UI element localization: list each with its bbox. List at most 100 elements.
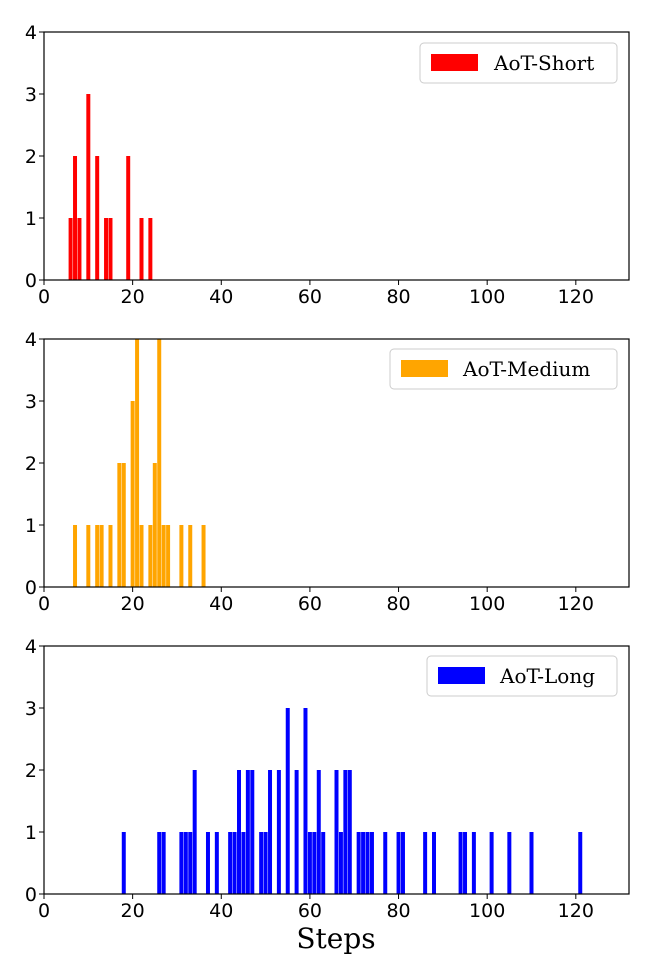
x-tick-label: 100 — [469, 286, 505, 308]
histogram-bar — [95, 525, 100, 587]
legend-box — [426, 655, 618, 697]
histogram-bar — [365, 832, 370, 894]
y-tick-label: 1 — [25, 822, 37, 844]
histogram-bar — [161, 525, 166, 587]
histogram-bar — [338, 832, 343, 894]
histogram-bar — [157, 832, 162, 894]
histogram-bar — [463, 832, 468, 894]
histogram-bar — [157, 339, 162, 587]
histogram-bar — [188, 525, 193, 587]
histogram-bar — [237, 770, 241, 894]
histogram-bar — [179, 832, 184, 894]
bars-aot-long — [121, 708, 583, 894]
histogram-bar — [99, 525, 104, 587]
y-tick-label: 4 — [25, 22, 37, 44]
histogram-bar — [383, 832, 388, 894]
histogram-bar — [73, 156, 78, 280]
histogram-bar — [245, 770, 250, 894]
x-tick-label: 40 — [209, 286, 233, 308]
histogram-bar — [423, 832, 428, 894]
histogram-bar — [77, 218, 82, 280]
y-tick-label: 3 — [25, 698, 37, 720]
histogram-bar — [126, 156, 131, 280]
histogram-bar — [316, 770, 321, 894]
x-tick-label: 0 — [38, 900, 50, 922]
histogram-bar — [312, 832, 317, 894]
histogram-bar — [285, 708, 290, 894]
histogram-bar — [188, 832, 193, 894]
x-tick-label: 20 — [121, 900, 145, 922]
y-tick-label: 4 — [25, 636, 37, 658]
legend-box — [389, 348, 618, 390]
histogram-bar — [432, 832, 436, 894]
histogram-bar — [471, 832, 476, 894]
y-tick-label: 4 — [25, 329, 37, 351]
histogram-bar — [68, 218, 73, 280]
histogram-bar — [104, 218, 109, 280]
x-axis-label: Steps — [296, 922, 375, 955]
x-tick-label: 80 — [386, 286, 410, 308]
histogram-bar — [396, 832, 401, 894]
y-axis-ticks: 0 1 2 3 4 — [25, 636, 44, 906]
y-axis-ticks: 0 1 2 3 4 — [25, 22, 44, 292]
legend: AoT-Short — [419, 42, 618, 84]
histogram-bar — [263, 832, 268, 894]
x-tick-label: 100 — [469, 593, 505, 615]
histogram-bar — [307, 832, 312, 894]
histogram-bar — [86, 525, 91, 587]
histogram-bar — [179, 525, 184, 587]
histogram-bar — [130, 401, 135, 587]
histogram-bar — [232, 832, 237, 894]
histogram-bar — [192, 770, 197, 894]
histogram-bar — [250, 770, 255, 894]
x-tick-label: 60 — [298, 593, 322, 615]
histogram-bar — [400, 832, 405, 894]
histogram-bar — [183, 832, 188, 894]
histogram-bar — [361, 832, 366, 894]
panel-aot-long: 0 20 40 60 80 100 120 0 1 2 3 4 AoT-Long Steps — [25, 636, 630, 955]
legend: AoT-Long — [426, 655, 618, 697]
x-tick-label: 100 — [469, 900, 505, 922]
y-tick-label: 2 — [25, 453, 37, 475]
x-tick-label: 60 — [298, 286, 322, 308]
histogram-bar — [529, 832, 534, 894]
bars-aot-short — [68, 94, 153, 280]
y-tick-label: 2 — [25, 760, 37, 782]
y-tick-label: 3 — [25, 84, 37, 106]
histogram-bar — [294, 770, 299, 894]
legend-swatch-aot-medium — [401, 360, 448, 377]
histogram-bar — [166, 525, 171, 587]
x-tick-label: 80 — [386, 900, 410, 922]
x-axis-ticks: 0 20 40 60 80 100 120 — [38, 280, 594, 308]
histogram-bar — [578, 832, 583, 894]
histogram-bar — [121, 463, 126, 587]
histogram-bar — [321, 832, 326, 894]
y-axis-ticks: 0 1 2 3 4 — [25, 329, 44, 599]
histogram-bar — [148, 218, 153, 280]
legend-label-aot-long: AoT-Long — [499, 664, 595, 688]
histogram-bar — [205, 832, 210, 894]
x-axis-ticks: 0 20 40 60 80 100 120 — [38, 894, 594, 922]
histogram-bar — [458, 832, 463, 894]
legend-label-aot-medium: AoT-Medium — [462, 357, 590, 381]
histogram-bar — [152, 463, 157, 587]
x-tick-label: 40 — [209, 593, 233, 615]
y-tick-label: 1 — [25, 515, 37, 537]
histogram-bar — [303, 708, 308, 894]
histogram-bar — [139, 525, 144, 587]
histogram-bar — [73, 525, 78, 587]
x-tick-label: 120 — [558, 593, 594, 615]
legend-box — [419, 42, 618, 84]
histogram-bar — [369, 832, 374, 894]
x-tick-label: 20 — [121, 286, 145, 308]
x-tick-label: 0 — [38, 286, 50, 308]
histogram-bar — [268, 770, 273, 894]
legend-swatch-aot-long — [438, 667, 485, 684]
histogram-bar — [86, 94, 91, 280]
histogram-bar — [108, 218, 113, 280]
legend-label-aot-short: AoT-Short — [493, 51, 594, 75]
histogram-bar — [95, 156, 100, 280]
x-tick-label: 20 — [121, 593, 145, 615]
y-tick-label: 3 — [25, 391, 37, 413]
